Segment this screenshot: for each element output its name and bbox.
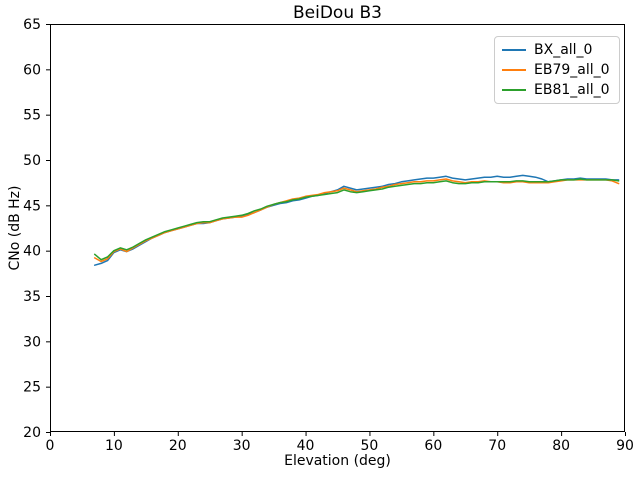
plot-frame (50, 24, 625, 432)
y-tick-label: 50 (23, 153, 41, 169)
series-line-EB79_all_0 (93, 178, 620, 263)
y-tick-label: 40 (23, 244, 41, 260)
legend-entry: EB81_all_0 (495, 80, 619, 100)
x-tick-label: 10 (105, 438, 123, 454)
legend-line-swatch (502, 49, 526, 51)
series-line-BX_all_0 (93, 174, 620, 266)
y-tick-label: 25 (23, 380, 41, 396)
x-tick-label: 60 (424, 438, 442, 454)
x-tick-label: 50 (361, 438, 379, 454)
y-tick-label: 45 (23, 198, 41, 214)
x-tick-label: 80 (552, 438, 570, 454)
legend-label: EB79_all_0 (534, 62, 610, 78)
y-axis-label: CNo (dB Hz) (7, 185, 23, 271)
legend-entry: BX_all_0 (495, 40, 619, 60)
x-axis-label: Elevation (deg) (284, 453, 391, 469)
x-tick-label: 40 (297, 438, 315, 454)
x-tick-label: 70 (488, 438, 506, 454)
series-line-EB81_all_0 (93, 178, 620, 261)
legend-label: BX_all_0 (534, 42, 593, 58)
legend: BX_all_0 EB79_all_0 EB81_all_0 (494, 36, 620, 104)
chart-title: BeiDou B3 (293, 3, 382, 23)
x-tick-label: 30 (233, 438, 251, 454)
x-tick-label: 20 (169, 438, 187, 454)
y-tick-label: 30 (23, 334, 41, 350)
x-tick-label: 90 (616, 438, 634, 454)
legend-label: EB81_all_0 (534, 82, 610, 98)
y-tick-label: 35 (23, 289, 41, 305)
y-tick-label: 20 (23, 425, 41, 441)
legend-line-swatch (502, 69, 526, 71)
y-tick-label: 65 (23, 17, 41, 33)
legend-line-swatch (502, 89, 526, 91)
x-tick-label: 0 (46, 438, 55, 454)
legend-entry: EB79_all_0 (495, 60, 619, 80)
y-tick-label: 55 (23, 108, 41, 124)
y-tick-label: 60 (23, 62, 41, 78)
